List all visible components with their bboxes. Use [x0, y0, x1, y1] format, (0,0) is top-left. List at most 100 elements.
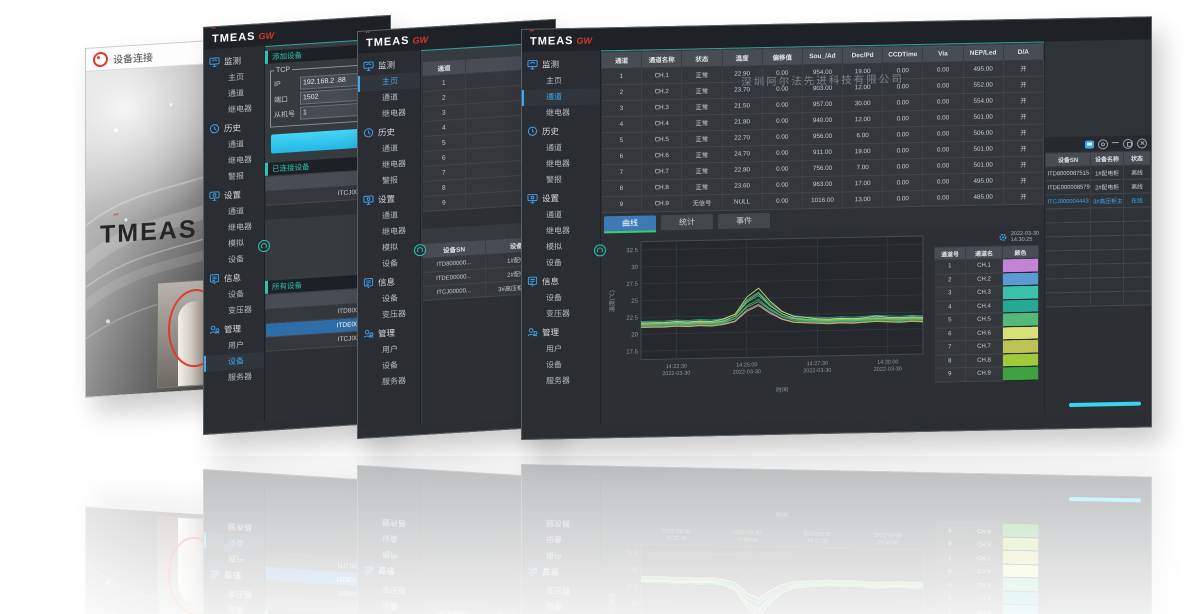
- color-swatch: [1002, 312, 1039, 327]
- svg-text:时间: 时间: [776, 386, 788, 394]
- sidebar-item-继电器[interactable]: 继电器: [546, 226, 570, 236]
- svg-text:30: 30: [631, 265, 638, 271]
- sidebar-group-3: 信息: [522, 270, 600, 291]
- sidebar-group-1: 历史: [522, 120, 600, 141]
- sidebar-item-通道[interactable]: 通道: [522, 88, 600, 106]
- refresh-icon[interactable]: [594, 244, 606, 257]
- channel-legend-table: 通道号 通道名 颜色 1 CH.1 2 CH.2 3 CH.3 4 CH.4 5 CH.5 6 CH.6 7 C…: [934, 244, 1039, 383]
- sidebar-group-2: 设置: [522, 187, 600, 208]
- gear-icon[interactable]: [1098, 138, 1108, 149]
- sidebar-item-设备[interactable]: 设备: [546, 360, 562, 370]
- column-header: NEP/Led: [963, 43, 1004, 62]
- sidebar-item-通道[interactable]: 通道: [546, 143, 562, 153]
- sidebar-item-通道[interactable]: 通道: [546, 210, 562, 220]
- sidebar-group-4: 管理: [358, 321, 420, 344]
- tab-曲线[interactable]: 曲线: [604, 215, 656, 232]
- svg-text:温度(℃): 温度(℃): [608, 290, 616, 312]
- column-header: CCDTime: [882, 45, 923, 64]
- sidebar-group-2: 设置: [204, 183, 264, 206]
- info-icon: [527, 276, 538, 287]
- close-icon[interactable]: [1137, 137, 1147, 149]
- column-header: Sou_/Ad: [802, 47, 843, 65]
- sidebar-item-服务器[interactable]: 服务器: [546, 376, 570, 386]
- column-header: 偏移值: [762, 47, 803, 66]
- sidebar-group-4: 管理: [204, 317, 264, 340]
- window1-title: 设备连接: [113, 52, 153, 66]
- sidebar-group-4: 管理: [522, 321, 600, 342]
- svg-text:14:30:00: 14:30:00: [877, 359, 898, 365]
- sidebar-item-设备[interactable]: 设备: [546, 258, 562, 268]
- sidebar-group-1: 历史: [358, 120, 420, 143]
- sidebar-item-用户[interactable]: 用户: [546, 344, 562, 354]
- settings-icon: [527, 194, 538, 204]
- sidebar-item-服务器[interactable]: 服务器: [228, 371, 252, 383]
- info-icon: [209, 273, 220, 284]
- sidebar: 监测 主页 通道 继电器 历史 通道 继电器 警报 设置 通道 继电器 模拟 设备 信息 设备 变压器 管理 用户…: [358, 50, 426, 428]
- svg-text:2022-03-30: 2022-03-30: [733, 369, 761, 376]
- svg-text:25: 25: [631, 299, 638, 305]
- sidebar-item-模拟[interactable]: 模拟: [546, 242, 562, 252]
- tab-统计[interactable]: 统计: [661, 214, 713, 231]
- sidebar-group-label: 历史: [378, 126, 396, 138]
- monitor-icon: [209, 57, 220, 67]
- tcp-group-label: TCP: [276, 66, 290, 75]
- column-header: 颜色: [1002, 245, 1039, 259]
- svg-text:2022-03-30: 2022-03-30: [662, 371, 690, 378]
- device-panel: 设备SN 设备名称 状态 ITD8000087515 1#配电柜 离线 ITDE000008…: [1044, 39, 1151, 415]
- color-swatch: [1002, 285, 1039, 300]
- sidebar-item-变压器[interactable]: 变压器: [546, 309, 570, 319]
- table-row[interactable]: [1045, 290, 1151, 307]
- column-header: 温度: [722, 48, 763, 67]
- window4-main: 通道 通道名称 状态 温度 偏移值 Sou_/Ad Dec/Pd CCDTime Via NEP/…: [601, 41, 1044, 424]
- field-label: IP: [274, 80, 281, 89]
- svg-text:14:27:30: 14:27:30: [807, 361, 828, 367]
- column-header: 状态: [1123, 150, 1151, 166]
- column-header: 状态: [681, 49, 723, 68]
- sidebar-group-label: 监测: [224, 55, 242, 67]
- maximize-icon[interactable]: [1123, 138, 1133, 149]
- sidebar-item-服务器[interactable]: 服务器: [382, 376, 406, 387]
- temperature-chart: 32.53027.52522.52017.514:22:302022-03-30…: [608, 235, 924, 394]
- channel-data-table: 通道 通道名称 状态 温度 偏移值 Sou_/Ad Dec/Pd CCDTime Via NEP/…: [601, 42, 1044, 214]
- sidebar-group-label: 信息: [224, 272, 242, 284]
- sidebar-item-继电器[interactable]: 继电器: [546, 159, 570, 169]
- column-header: D/A: [1003, 43, 1044, 61]
- monitor-icon: [527, 60, 538, 70]
- column-header: 通道名: [965, 245, 1003, 260]
- logo-red-accent: ˝: [114, 210, 121, 226]
- settings-icon: [363, 195, 374, 205]
- monitor-icon[interactable]: [1085, 139, 1094, 149]
- column-header: 设备SN: [1045, 152, 1091, 167]
- sidebar-item-主页[interactable]: 主页: [546, 76, 562, 86]
- sidebar-group-label: 设置: [224, 189, 242, 201]
- color-swatch: [1002, 366, 1039, 381]
- sidebar-group-label: 监测: [378, 59, 396, 71]
- svg-text:27.5: 27.5: [626, 282, 638, 288]
- tab-事件[interactable]: 事件: [718, 213, 770, 230]
- temperature-chart-panel: 32.5 30 27.5 25 22.5 20 17.5 14:22:30 2022-03-30…: [605, 230, 931, 422]
- sidebar-group-0: 监测: [204, 49, 264, 72]
- color-swatch: [1002, 339, 1039, 354]
- svg-text:14:25:00: 14:25:00: [736, 362, 757, 368]
- table-row[interactable]: 9 CH.9: [934, 366, 1039, 382]
- gear-blue-icon: [999, 233, 1007, 241]
- sidebar-group-3: 信息: [204, 266, 264, 289]
- sidebar-group-label: 设置: [542, 192, 560, 204]
- sidebar-group-1: 历史: [204, 116, 264, 139]
- info-icon: [363, 278, 374, 288]
- svg-text:22.5: 22.5: [626, 316, 638, 322]
- minimize-icon[interactable]: [1112, 141, 1119, 144]
- sidebar-item-警报[interactable]: 警报: [546, 175, 562, 185]
- device-status-table: 设备SN 设备名称 状态 ITD8000087515 1#配电柜 离线 ITDE000008…: [1045, 150, 1151, 415]
- svg-text:17.5: 17.5: [626, 349, 638, 355]
- sidebar-item-设备[interactable]: 设备: [546, 293, 562, 303]
- sidebar-group-label: 管理: [378, 327, 396, 339]
- sidebar-item-继电器[interactable]: 继电器: [546, 108, 570, 118]
- svg-text:2022-03-30: 2022-03-30: [803, 368, 831, 375]
- column-header: 设备名称: [1090, 151, 1124, 167]
- manage-icon: [363, 329, 374, 338]
- history-icon: [527, 126, 538, 136]
